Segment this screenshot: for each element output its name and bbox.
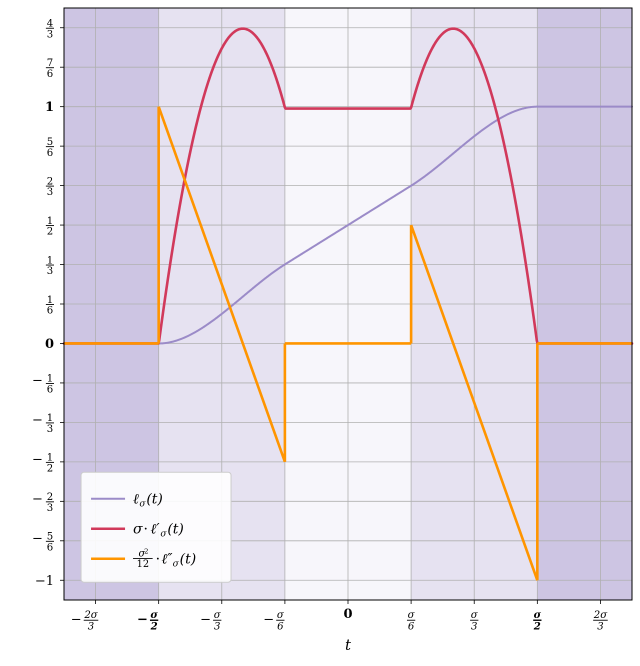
svg-text:σ: σ bbox=[471, 610, 479, 621]
tick-label: σ2 bbox=[533, 609, 542, 633]
tick-label: σ3 bbox=[470, 610, 479, 633]
svg-text:3: 3 bbox=[47, 424, 53, 435]
svg-text:6: 6 bbox=[47, 542, 53, 553]
svg-text:−: − bbox=[263, 613, 274, 628]
svg-text:−: − bbox=[32, 492, 43, 507]
svg-text:2: 2 bbox=[47, 463, 53, 474]
tick-label: −1 bbox=[35, 574, 54, 589]
svg-text:−: − bbox=[32, 413, 43, 428]
svg-text:σ: σ bbox=[139, 499, 146, 509]
legend-text: · bbox=[144, 522, 148, 538]
legend-text: ℓ′ bbox=[151, 522, 161, 538]
tick-label: 56 bbox=[46, 137, 54, 159]
tick-label: −16 bbox=[32, 373, 54, 395]
tick-label: 13 bbox=[46, 255, 54, 277]
svg-text:−: − bbox=[200, 613, 211, 628]
tick-label: 23 bbox=[46, 176, 54, 198]
svg-text:0: 0 bbox=[343, 607, 352, 622]
svg-text:σ: σ bbox=[160, 529, 167, 539]
svg-text:σ: σ bbox=[150, 609, 158, 621]
svg-text:σ: σ bbox=[214, 610, 222, 621]
svg-text:6: 6 bbox=[47, 306, 53, 317]
svg-text:σ: σ bbox=[408, 610, 416, 621]
svg-text:6: 6 bbox=[47, 148, 53, 159]
svg-text:6: 6 bbox=[47, 69, 53, 80]
svg-text:2: 2 bbox=[150, 621, 158, 633]
tick-label: −σ2 bbox=[137, 609, 158, 633]
legend-text: (t) bbox=[167, 522, 184, 538]
svg-text:12: 12 bbox=[137, 559, 149, 570]
svg-text:3: 3 bbox=[471, 622, 477, 633]
tick-label: 1 bbox=[45, 100, 54, 115]
svg-text:3: 3 bbox=[214, 622, 220, 633]
svg-text:2: 2 bbox=[144, 547, 148, 555]
svg-text:2: 2 bbox=[47, 227, 53, 238]
legend-text: σ bbox=[133, 522, 143, 538]
function-plot: −2σ3−σ2−σ3−σ60σ6σ3σ22σ3−1−56−23−12−13−16… bbox=[0, 0, 640, 666]
tick-label: 43 bbox=[46, 19, 54, 41]
svg-text:6: 6 bbox=[277, 622, 284, 633]
tick-label: −σ3 bbox=[200, 610, 222, 633]
tick-label: 2σ3 bbox=[593, 610, 608, 633]
svg-text:3: 3 bbox=[597, 622, 603, 633]
svg-text:σ: σ bbox=[277, 610, 285, 621]
svg-text:6: 6 bbox=[408, 622, 415, 633]
svg-text:−: − bbox=[32, 531, 43, 546]
svg-text:6: 6 bbox=[47, 385, 53, 396]
legend-text: ℓ″ bbox=[161, 552, 173, 568]
svg-text:3: 3 bbox=[47, 29, 53, 40]
svg-text:3: 3 bbox=[47, 266, 53, 277]
svg-text:−: − bbox=[71, 613, 82, 628]
tick-label: 16 bbox=[46, 295, 54, 317]
tick-label: −13 bbox=[32, 413, 54, 435]
tick-label: −2σ3 bbox=[71, 610, 99, 633]
tick-label: σ6 bbox=[407, 610, 416, 633]
legend-text: (t) bbox=[146, 492, 163, 508]
legend-text: ℓ bbox=[133, 492, 139, 508]
tick-label: −σ6 bbox=[263, 610, 285, 633]
tick-label: −56 bbox=[32, 531, 54, 553]
svg-text:2: 2 bbox=[533, 621, 541, 633]
svg-text:−: − bbox=[32, 452, 43, 467]
svg-text:−: − bbox=[32, 373, 43, 388]
x-axis-label: t bbox=[345, 636, 352, 654]
svg-text:3: 3 bbox=[88, 622, 94, 633]
legend: ℓσ(t)σ·ℓ′σ(t)σ212·ℓ″σ(t) bbox=[81, 472, 231, 582]
legend-text: · bbox=[156, 552, 160, 568]
svg-text:3: 3 bbox=[47, 187, 53, 198]
svg-text:−: − bbox=[137, 613, 148, 628]
svg-text:σ: σ bbox=[534, 609, 542, 621]
tick-label: 12 bbox=[46, 216, 54, 238]
svg-text:2σ: 2σ bbox=[83, 610, 98, 621]
tick-label: −12 bbox=[32, 452, 54, 474]
tick-label: 76 bbox=[46, 58, 54, 80]
svg-text:3: 3 bbox=[47, 503, 53, 514]
svg-text:2σ: 2σ bbox=[593, 610, 608, 621]
legend-text: (t) bbox=[180, 552, 197, 568]
tick-label: 0 bbox=[343, 607, 352, 622]
tick-label: 0 bbox=[45, 337, 54, 352]
svg-text:σ: σ bbox=[173, 559, 180, 569]
tick-label: −23 bbox=[32, 492, 54, 514]
